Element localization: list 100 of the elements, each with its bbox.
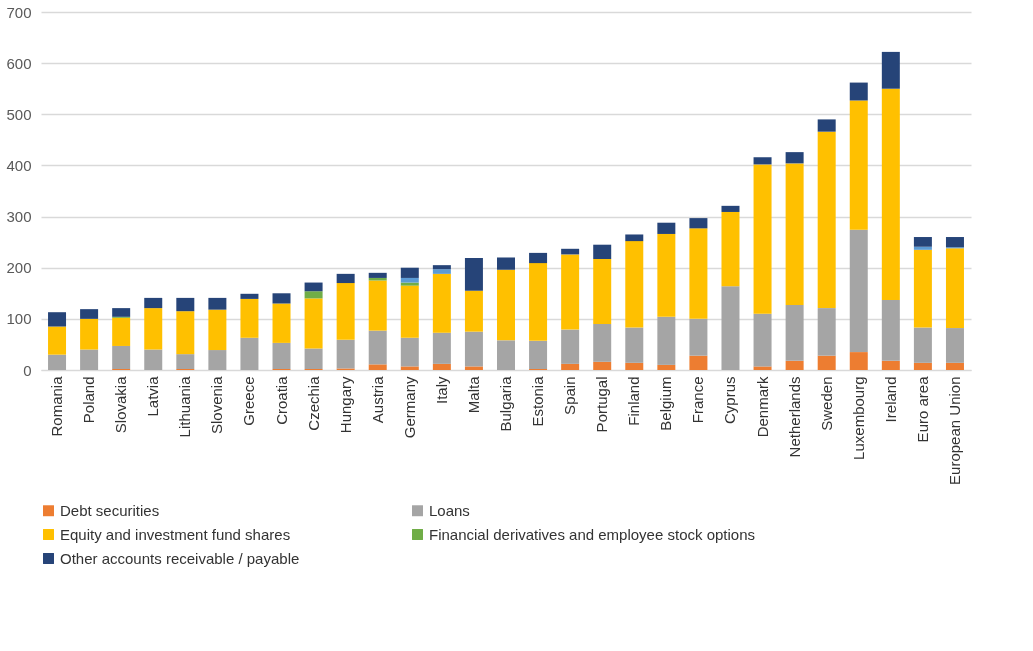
bar (593, 244, 612, 260)
bar (432, 265, 451, 270)
bar (240, 298, 259, 338)
y-tick-label: 100 (6, 310, 32, 328)
bar (272, 303, 291, 343)
bar (881, 360, 900, 370)
bar (80, 318, 99, 350)
bar (432, 269, 451, 274)
x-tick-label: Italy (432, 376, 450, 405)
bar (817, 355, 836, 370)
bar (80, 309, 99, 319)
bar (881, 299, 900, 361)
y-tick-label: 400 (6, 156, 32, 174)
bar (625, 241, 644, 328)
bar (913, 237, 932, 247)
bar (144, 349, 163, 370)
bar (817, 119, 836, 132)
x-tick-label: Denmark (753, 376, 771, 438)
x-tick-label: Cyprus (721, 376, 739, 425)
x-tick-label: European Union (945, 376, 963, 485)
bar (529, 263, 548, 341)
bar (112, 308, 131, 317)
bar (432, 363, 451, 370)
bar (625, 362, 644, 370)
x-tick-label: Czechia (304, 375, 322, 431)
x-tick-label: Spain (561, 376, 579, 415)
bar (336, 283, 355, 340)
y-tick-label: 200 (6, 259, 32, 277)
bar (497, 269, 515, 341)
bar (657, 233, 676, 317)
bar (593, 259, 612, 324)
x-tick-label: Netherlands (785, 376, 803, 458)
x-tick-label: Hungary (336, 376, 354, 434)
y-tick-label: 500 (6, 105, 32, 123)
bar (336, 273, 355, 284)
bar (561, 363, 580, 370)
bar (208, 350, 227, 370)
bar (400, 337, 419, 367)
bar (464, 366, 483, 370)
bar (593, 323, 612, 362)
x-tick-label: Belgium (657, 376, 675, 431)
bar (817, 131, 836, 309)
bar (785, 163, 804, 306)
bar (400, 285, 419, 338)
bar (849, 100, 868, 230)
bar (368, 364, 387, 370)
bar (208, 297, 227, 310)
x-tick-label: Estonia (529, 375, 547, 427)
bar (432, 332, 451, 364)
bar (849, 229, 868, 353)
bar (945, 328, 964, 363)
bar (336, 339, 355, 369)
bar (753, 157, 772, 165)
bar (112, 317, 131, 346)
x-tick-label: Croatia (272, 375, 290, 425)
bar (304, 282, 323, 292)
bar (368, 277, 387, 281)
bar (368, 330, 387, 365)
bar (785, 360, 804, 370)
bar (400, 277, 419, 283)
bar (497, 340, 515, 370)
bar (208, 309, 227, 351)
bar (785, 305, 804, 361)
legend-label: Equity and investment fund shares (60, 525, 291, 543)
bar (593, 361, 612, 370)
bar (48, 312, 67, 327)
bar (272, 342, 291, 369)
bar (561, 329, 580, 364)
bar (272, 293, 291, 304)
bar (689, 218, 708, 229)
bar (112, 345, 131, 369)
bar (657, 316, 676, 365)
bar (304, 348, 323, 369)
x-tick-label: Poland (80, 376, 98, 424)
x-tick-label: Ireland (881, 376, 899, 423)
bar (464, 258, 483, 291)
x-tick-label: Finland (625, 376, 643, 426)
bar (48, 354, 67, 370)
bar (849, 82, 868, 101)
bar (176, 354, 195, 369)
legend-label: Debt securities (60, 501, 160, 519)
legend-label: Financial derivatives and employee stock options (429, 525, 756, 543)
bar (464, 331, 483, 367)
bar (529, 340, 548, 369)
bar (176, 311, 195, 355)
bar (689, 318, 708, 356)
legend-label: Loans (429, 501, 470, 519)
bar (368, 280, 387, 331)
bar (913, 246, 932, 250)
bar (913, 327, 932, 363)
bar (785, 152, 804, 164)
legend-label: Other accounts receivable / payable (60, 549, 300, 567)
bar (753, 366, 772, 370)
bar (945, 248, 964, 329)
x-tick-label: Malta (464, 375, 482, 414)
x-tick-label: Bulgaria (497, 375, 514, 432)
bar (753, 164, 772, 314)
bar (529, 252, 548, 264)
x-tick-label: Germany (400, 376, 418, 439)
bar (817, 308, 836, 356)
